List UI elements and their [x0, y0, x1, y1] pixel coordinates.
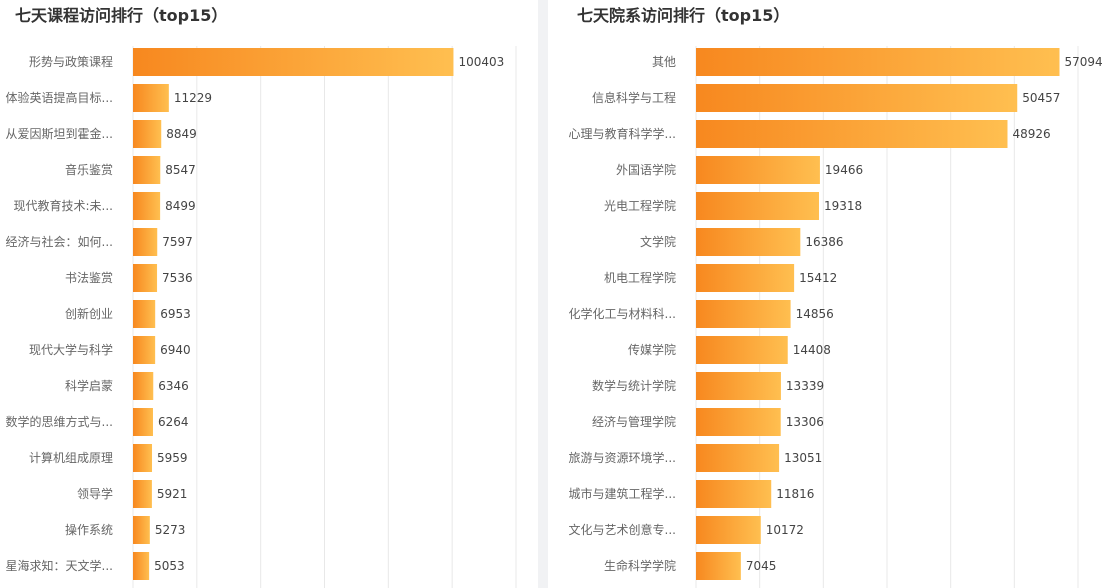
- bar[interactable]: [133, 336, 156, 364]
- bar[interactable]: [696, 48, 1060, 76]
- value-label: 7597: [162, 235, 193, 249]
- bar[interactable]: [696, 228, 801, 256]
- value-label: 19318: [824, 199, 862, 213]
- value-label: 48926: [1012, 127, 1050, 141]
- value-label: 13339: [786, 379, 824, 393]
- value-label: 11816: [776, 487, 814, 501]
- value-label: 11229: [174, 91, 212, 105]
- category-label: 光电工程学院: [604, 198, 676, 213]
- category-label: 旅游与资源环境学...: [569, 450, 676, 465]
- value-label: 16386: [805, 235, 843, 249]
- category-label: 文化与艺术创意专...: [569, 522, 676, 537]
- bar[interactable]: [696, 84, 1018, 112]
- bar[interactable]: [696, 444, 780, 472]
- value-label: 8547: [165, 163, 196, 177]
- course-ranking-chart: 形势与政策课程 100403 体验英语提高目标... 11229 从爱因斯坦到霍金...…: [6, 46, 517, 588]
- category-label: 文学院: [640, 234, 676, 249]
- bar[interactable]: [133, 48, 454, 76]
- category-label: 经济与社会：如何...: [6, 234, 113, 249]
- category-label: 传媒学院: [628, 342, 676, 357]
- category-label: 从爱因斯坦到霍金...: [6, 126, 113, 141]
- bar[interactable]: [696, 480, 772, 508]
- bar[interactable]: [133, 228, 158, 256]
- value-label: 5959: [157, 451, 188, 465]
- bar[interactable]: [133, 444, 153, 472]
- bar[interactable]: [133, 192, 161, 220]
- department-ranking-chart: 其他 57094 信息科学与工程 50457 心理与教育科学学... 48926 外国语学院…: [569, 46, 1103, 588]
- category-label: 操作系统: [65, 522, 113, 537]
- bar[interactable]: [696, 336, 788, 364]
- bar[interactable]: [696, 120, 1008, 148]
- bar[interactable]: [133, 120, 162, 148]
- category-label: 数学与统计学院: [592, 378, 676, 393]
- value-label: 50457: [1022, 91, 1060, 105]
- value-label: 6264: [158, 415, 189, 429]
- category-label: 化学化工与材料科...: [569, 306, 676, 321]
- value-label: 7536: [162, 271, 193, 285]
- category-label: 科学启蒙: [65, 378, 113, 393]
- value-label: 7045: [746, 559, 777, 573]
- value-label: 8849: [166, 127, 197, 141]
- bar[interactable]: [696, 552, 741, 580]
- bar[interactable]: [696, 156, 820, 184]
- chart-title: 七天院系访问排行（top15）: [577, 6, 790, 25]
- category-label: 城市与建筑工程学...: [569, 486, 676, 501]
- category-label: 心理与教育科学学...: [569, 126, 676, 141]
- value-label: 5921: [157, 487, 188, 501]
- value-label: 6953: [160, 307, 191, 321]
- value-label: 13306: [786, 415, 824, 429]
- value-label: 14856: [796, 307, 834, 321]
- category-label: 书法鉴赏: [65, 271, 113, 285]
- bar[interactable]: [133, 156, 161, 184]
- category-label: 星海求知：天文学...: [6, 558, 113, 573]
- category-label: 信息科学与工程: [592, 90, 676, 105]
- bar[interactable]: [696, 372, 781, 400]
- category-label: 体验英语提高目标...: [6, 90, 113, 105]
- bar[interactable]: [133, 372, 154, 400]
- value-label: 14408: [793, 343, 831, 357]
- value-label: 15412: [799, 271, 837, 285]
- bar[interactable]: [696, 192, 819, 220]
- category-label: 音乐鉴赏: [65, 162, 113, 177]
- category-label: 经济与管理学院: [592, 414, 676, 429]
- bar[interactable]: [133, 300, 156, 328]
- bar[interactable]: [696, 516, 761, 544]
- value-label: 6940: [160, 343, 191, 357]
- bar[interactable]: [133, 516, 150, 544]
- bar[interactable]: [696, 264, 795, 292]
- bar[interactable]: [133, 264, 158, 292]
- category-label: 领导学: [77, 486, 113, 501]
- category-label: 机电工程学院: [604, 270, 676, 285]
- bar[interactable]: [133, 480, 152, 508]
- category-label: 数学的思维方式与...: [6, 414, 113, 429]
- value-label: 19466: [825, 163, 863, 177]
- bar[interactable]: [133, 408, 153, 436]
- chart-title: 七天课程访问排行（top15）: [15, 6, 228, 25]
- panel-divider: [538, 0, 548, 588]
- value-label: 8499: [165, 199, 196, 213]
- category-label: 计算机组成原理: [29, 450, 113, 465]
- category-label: 创新创业: [65, 306, 113, 321]
- value-label: 57094: [1064, 55, 1102, 69]
- category-label: 现代教育技术:未...: [14, 198, 114, 213]
- value-label: 10172: [766, 523, 804, 537]
- value-label: 5273: [155, 523, 186, 537]
- department-ranking-panel: 七天院系访问排行（top15） 其他 57094 信息科学与工程 50457 心理与教育…: [548, 0, 1106, 588]
- course-ranking-panel: 七天课程访问排行（top15） 形势与政策课程 100403 体验英语提高目标...…: [0, 0, 538, 588]
- bar[interactable]: [696, 408, 781, 436]
- value-label: 100403: [458, 55, 504, 69]
- category-label: 外国语学院: [616, 162, 676, 177]
- bar[interactable]: [696, 300, 791, 328]
- category-label: 形势与政策课程: [29, 54, 113, 69]
- category-label: 其他: [652, 55, 676, 69]
- value-label: 5053: [154, 559, 185, 573]
- value-label: 13051: [784, 451, 822, 465]
- bar[interactable]: [133, 84, 169, 112]
- category-label: 生命科学学院: [604, 558, 676, 573]
- category-label: 现代大学与科学: [29, 342, 113, 357]
- value-label: 6346: [158, 379, 189, 393]
- bar[interactable]: [133, 552, 150, 580]
